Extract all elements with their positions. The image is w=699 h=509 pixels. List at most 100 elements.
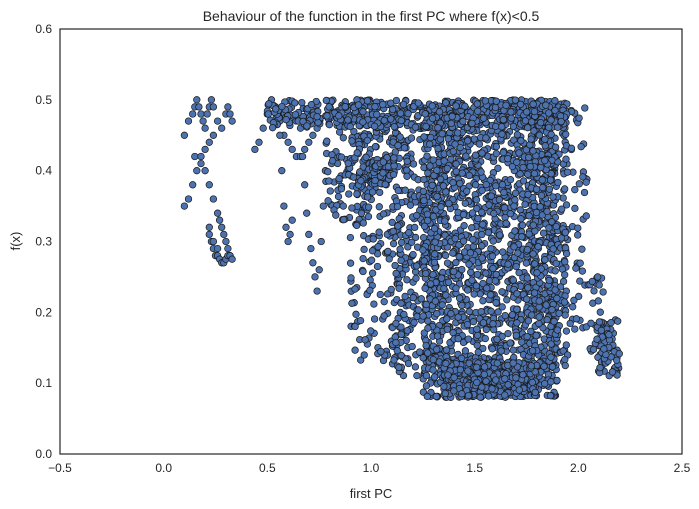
data-point — [518, 233, 526, 241]
data-point — [380, 116, 388, 125]
data-point — [375, 203, 383, 211]
data-point — [534, 243, 542, 251]
data-point — [480, 363, 489, 371]
data-point — [332, 211, 340, 219]
data-point — [529, 221, 537, 229]
data-point — [420, 175, 428, 184]
data-point — [413, 262, 421, 270]
data-point — [482, 269, 490, 277]
data-point — [499, 148, 507, 157]
x-tick-label: 0.0 — [155, 461, 172, 475]
data-point — [593, 335, 601, 343]
data-point — [471, 151, 480, 159]
data-point — [189, 110, 197, 118]
data-point — [501, 375, 509, 383]
data-point — [193, 167, 201, 175]
data-point — [482, 180, 490, 189]
data-point — [341, 103, 349, 111]
data-point — [546, 176, 555, 184]
data-point — [429, 212, 438, 221]
data-point — [491, 277, 499, 285]
data-point — [482, 377, 490, 385]
data-point — [493, 359, 501, 367]
data-point — [577, 143, 585, 151]
data-point — [509, 359, 517, 367]
data-point — [470, 290, 478, 298]
data-point — [367, 327, 375, 335]
data-point — [516, 206, 524, 214]
data-point — [474, 107, 482, 115]
data-point — [477, 308, 485, 316]
data-point — [213, 117, 222, 125]
data-point — [393, 202, 402, 211]
data-point — [265, 100, 273, 108]
data-point — [507, 108, 515, 116]
data-point — [482, 134, 490, 142]
data-point — [426, 280, 435, 288]
data-point — [369, 235, 377, 243]
data-point — [464, 335, 473, 343]
data-point — [455, 253, 463, 261]
data-point — [553, 294, 561, 303]
data-point — [303, 122, 311, 130]
data-point — [542, 301, 550, 309]
data-point — [492, 149, 501, 158]
data-point — [197, 110, 205, 118]
data-point — [531, 388, 539, 397]
data-point — [344, 159, 352, 167]
data-point — [502, 219, 510, 227]
data-point — [434, 124, 442, 132]
data-point — [588, 277, 596, 286]
data-point — [464, 391, 473, 400]
data-point — [180, 131, 189, 139]
data-point — [364, 203, 373, 211]
data-point — [205, 230, 213, 239]
data-point — [348, 137, 356, 145]
data-point — [408, 342, 416, 351]
data-point — [209, 195, 218, 203]
data-point — [479, 319, 488, 327]
data-point — [531, 227, 539, 235]
data-point — [539, 229, 548, 237]
data-point — [467, 268, 475, 276]
data-point — [339, 202, 347, 210]
data-point — [489, 264, 497, 273]
data-point — [351, 322, 359, 331]
data-point — [419, 233, 428, 242]
chart-title: Behaviour of the function in the first P… — [203, 8, 540, 24]
data-point — [518, 221, 527, 229]
data-point — [226, 110, 234, 118]
data-point — [191, 152, 199, 161]
data-point — [513, 131, 522, 139]
data-point — [451, 235, 459, 243]
data-point — [441, 389, 449, 398]
data-point — [528, 378, 537, 387]
data-point — [359, 118, 367, 126]
data-point — [325, 103, 333, 111]
data-point — [441, 217, 449, 225]
data-point — [434, 144, 442, 153]
data-point — [539, 183, 547, 192]
data-point — [478, 186, 486, 195]
data-point — [315, 266, 323, 274]
data-point — [301, 181, 309, 189]
data-point — [456, 179, 464, 188]
data-point — [379, 100, 387, 109]
data-point — [464, 286, 472, 294]
data-point — [413, 211, 421, 220]
data-point — [486, 291, 495, 299]
data-point — [397, 351, 405, 360]
data-point — [180, 202, 189, 210]
data-point — [497, 347, 505, 355]
data-point — [537, 119, 545, 127]
data-point — [513, 305, 521, 313]
y-tick-label: 0.2 — [35, 305, 52, 319]
data-point — [562, 155, 570, 163]
data-point — [523, 246, 532, 254]
data-point — [334, 192, 343, 201]
data-point — [508, 311, 516, 319]
data-point — [545, 224, 553, 232]
data-point — [504, 381, 512, 389]
data-point — [268, 124, 277, 132]
